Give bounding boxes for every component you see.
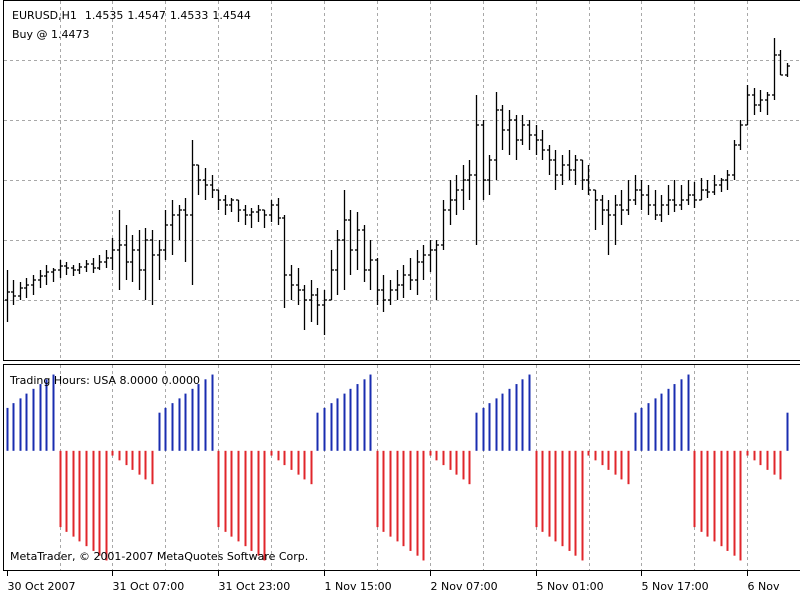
indicator-panel-frame <box>3 364 800 571</box>
last-open: 1.4535 <box>85 9 124 22</box>
grid: 30 Oct 2007 31 Oct 07:00 31 Oct 23:00 1 Nov… <box>4 1 800 593</box>
order-label: Buy @ 1.4473 <box>12 28 90 41</box>
x-tick-label: 5 Nov 17:00 <box>642 580 709 593</box>
indicator-title: Trading Hours: USA 8.0000 0.0000 <box>9 374 200 387</box>
x-tick-label: 31 Oct 23:00 <box>219 580 291 593</box>
price-panel-frame <box>3 0 800 361</box>
x-tick-label: 31 Oct 07:00 <box>113 580 185 593</box>
copyright: MetaTrader, © 2001-2007 MetaQuotes Softw… <box>10 550 308 563</box>
x-tick-label: 5 Nov 01:00 <box>537 580 604 593</box>
price-header: EURUSD,H1 1.4535 1.4547 1.4533 1.4544 <box>12 9 251 22</box>
x-tick-label: 30 Oct 2007 <box>8 580 76 593</box>
x-tick-label: 2 Nov 07:00 <box>431 580 498 593</box>
last-high: 1.4547 <box>127 9 166 22</box>
symbol: EURUSD,H1 <box>12 9 77 22</box>
x-tick-label: 6 Nov <box>748 580 780 593</box>
last-close: 1.4544 <box>212 9 251 22</box>
x-tick-label: 1 Nov 15:00 <box>325 580 392 593</box>
marks <box>5 38 790 561</box>
last-low: 1.4533 <box>170 9 209 22</box>
